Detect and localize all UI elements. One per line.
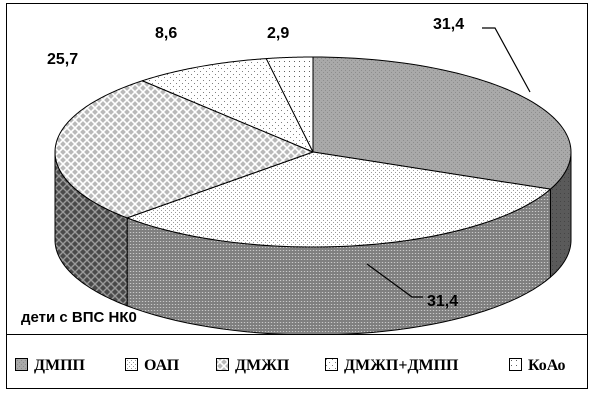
slice-oap [126, 151, 551, 248]
slice-koao [265, 56, 314, 153]
legend-item-dmpp: ДМПП [15, 357, 85, 375]
legend-label: ДМЖП [235, 357, 290, 374]
legend-label: ОАП [144, 357, 180, 374]
data-label-koao: 2,9 [267, 25, 289, 42]
legend-swatch-icon [125, 358, 138, 371]
slice-dmzhp [54, 80, 314, 219]
pie-chart: 31,4 31,4 25,7 8,6 2,9 дети с ВПС НК0 [21, 16, 572, 336]
legend-label: КоАо [528, 357, 566, 374]
legend-label: ДМПП [34, 357, 85, 374]
legend-swatch-icon [509, 358, 522, 371]
legend-item-dmzhp-dmpp: ДМЖП+ДМПП [325, 357, 459, 375]
leader-line [366, 263, 423, 298]
chart-area: 31,4 31,4 25,7 8,6 2,9 дети с ВПС НК0 ДМПП О… [6, 3, 588, 389]
data-label-dmpp: 31,4 [433, 16, 464, 33]
legend: ДМПП ОАП ДМЖП ДМЖП+ДМПП КоАо [7, 334, 587, 388]
legend-label: ДМЖП+ДМПП [344, 357, 459, 374]
leader-line [482, 27, 531, 93]
legend-swatch-icon [216, 358, 229, 371]
chart-caption: дети с ВПС НК0 [21, 309, 137, 326]
data-label-oap: 31,4 [427, 293, 458, 310]
legend-swatch-icon [15, 358, 28, 371]
data-label-dmzhp: 25,7 [47, 51, 78, 68]
legend-item-dmzhp: ДМЖП [216, 357, 289, 375]
slice-dmpp [312, 56, 572, 190]
data-label-dmzhp-dmpp: 8,6 [155, 25, 177, 42]
legend-item-oap: ОАП [125, 357, 179, 375]
legend-item-koao: КоАо [509, 357, 566, 375]
legend-swatch-icon [325, 358, 338, 371]
slice-dmzhp-dmpp [141, 58, 314, 153]
